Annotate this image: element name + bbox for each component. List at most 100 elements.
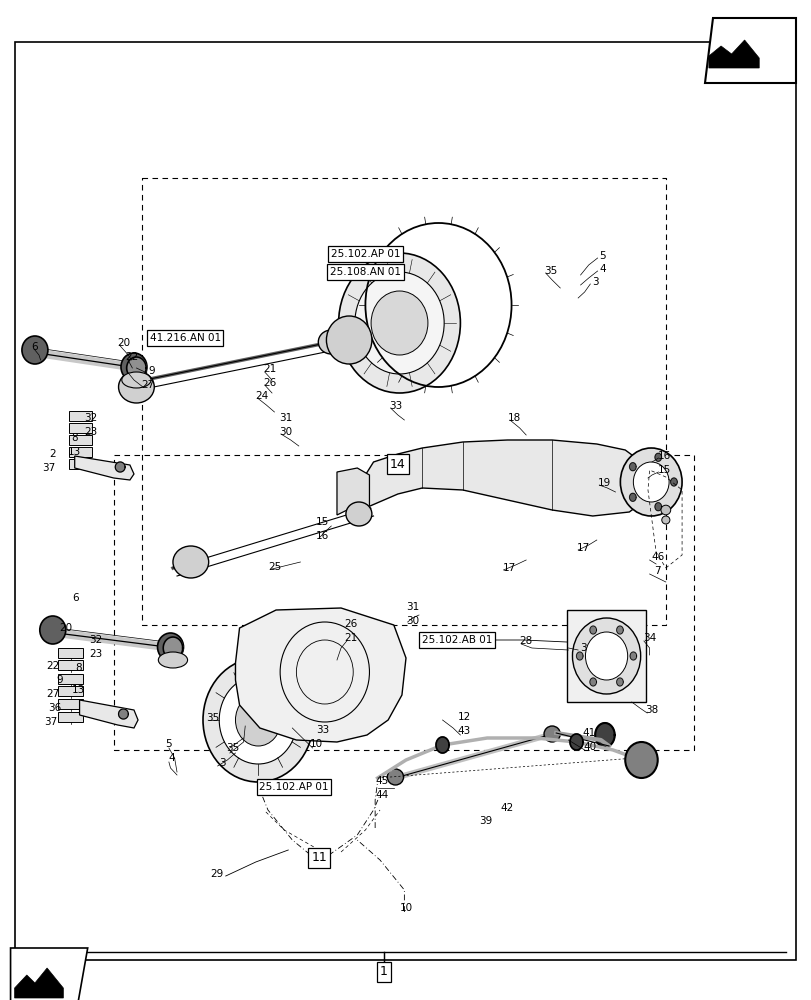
Polygon shape	[235, 608, 406, 742]
Ellipse shape	[585, 632, 627, 680]
Polygon shape	[629, 493, 635, 501]
Text: 10: 10	[310, 739, 323, 749]
Text: 9: 9	[148, 366, 155, 376]
Text: 39: 39	[478, 816, 491, 826]
Text: 43: 43	[457, 726, 470, 736]
Polygon shape	[365, 440, 647, 516]
Text: 37: 37	[42, 463, 55, 473]
Text: 25: 25	[268, 562, 281, 572]
Polygon shape	[127, 357, 146, 379]
Text: 25.102.AP 01: 25.102.AP 01	[259, 782, 328, 792]
Text: 3: 3	[591, 277, 598, 287]
Polygon shape	[629, 652, 636, 660]
Bar	[69, 435, 92, 445]
Text: 34: 34	[642, 633, 655, 643]
Ellipse shape	[633, 462, 668, 502]
Text: 40: 40	[582, 742, 595, 752]
Ellipse shape	[387, 769, 403, 785]
Ellipse shape	[660, 505, 670, 515]
Text: 17: 17	[502, 563, 515, 573]
Polygon shape	[590, 626, 595, 634]
Text: 44: 44	[375, 790, 388, 800]
Ellipse shape	[338, 253, 460, 393]
Text: 25.102.AP 01: 25.102.AP 01	[330, 249, 400, 259]
Polygon shape	[616, 678, 623, 686]
Ellipse shape	[203, 658, 313, 782]
Text: 13: 13	[68, 447, 81, 457]
Text: 2: 2	[49, 449, 56, 459]
Text: 28: 28	[519, 636, 532, 646]
Text: 3: 3	[219, 758, 225, 768]
Ellipse shape	[318, 330, 344, 354]
Text: 11: 11	[311, 851, 327, 864]
Text: 6: 6	[31, 342, 37, 352]
Polygon shape	[576, 652, 582, 660]
Text: 41.216.AN 01: 41.216.AN 01	[149, 333, 221, 343]
Text: 15: 15	[315, 517, 328, 527]
Text: 20: 20	[117, 338, 130, 348]
Text: 5: 5	[599, 251, 605, 261]
Polygon shape	[115, 462, 125, 472]
Ellipse shape	[354, 272, 444, 374]
Ellipse shape	[345, 502, 371, 526]
Text: 8: 8	[71, 433, 78, 443]
Polygon shape	[118, 709, 128, 719]
Ellipse shape	[620, 448, 681, 516]
Ellipse shape	[661, 516, 669, 524]
Bar	[58, 660, 83, 670]
Ellipse shape	[572, 618, 640, 694]
Text: 16: 16	[315, 531, 328, 541]
Text: 33: 33	[315, 725, 328, 735]
Text: 1: 1	[380, 965, 388, 978]
Polygon shape	[436, 737, 448, 753]
Polygon shape	[629, 463, 635, 471]
Text: 27: 27	[46, 689, 59, 699]
Polygon shape	[594, 723, 614, 747]
Bar	[566, 610, 646, 702]
Text: 35: 35	[206, 713, 219, 723]
Bar	[69, 459, 92, 469]
Text: 22: 22	[125, 352, 138, 362]
Text: 25.108.AN 01: 25.108.AN 01	[329, 267, 401, 277]
Polygon shape	[569, 734, 582, 750]
Bar	[58, 699, 83, 709]
Text: 23: 23	[89, 649, 102, 659]
Text: 4: 4	[169, 753, 175, 763]
Bar	[69, 411, 92, 421]
Bar	[69, 447, 92, 457]
Text: 45: 45	[375, 776, 388, 786]
Text: 6: 6	[72, 593, 79, 603]
Polygon shape	[616, 626, 623, 634]
Text: 25.102.AB 01: 25.102.AB 01	[422, 635, 491, 645]
Text: 37: 37	[45, 717, 58, 727]
Ellipse shape	[543, 726, 560, 742]
Text: 3: 3	[579, 643, 586, 653]
Text: 16: 16	[657, 451, 670, 461]
Text: 17: 17	[576, 543, 589, 553]
Text: 38: 38	[645, 705, 658, 715]
Text: 21: 21	[263, 364, 276, 374]
Text: 26: 26	[263, 378, 276, 388]
Polygon shape	[654, 503, 661, 511]
Polygon shape	[15, 968, 63, 998]
Text: 24: 24	[255, 391, 268, 401]
Polygon shape	[79, 700, 138, 728]
Polygon shape	[11, 948, 88, 1000]
Ellipse shape	[121, 353, 147, 381]
Text: 21: 21	[344, 633, 357, 643]
Text: 12: 12	[457, 712, 470, 722]
Text: 26: 26	[344, 619, 357, 629]
Text: 30: 30	[279, 427, 292, 437]
Ellipse shape	[219, 676, 297, 764]
Text: 23: 23	[84, 427, 97, 437]
Text: 10: 10	[399, 903, 412, 913]
Bar	[58, 648, 83, 658]
Text: 41: 41	[582, 728, 595, 738]
Text: 42: 42	[500, 803, 513, 813]
Text: 30: 30	[406, 616, 418, 626]
Text: 20: 20	[59, 623, 72, 633]
Ellipse shape	[122, 372, 151, 388]
Text: 35: 35	[226, 743, 239, 753]
Text: 33: 33	[388, 401, 401, 411]
Text: 18: 18	[508, 413, 521, 423]
